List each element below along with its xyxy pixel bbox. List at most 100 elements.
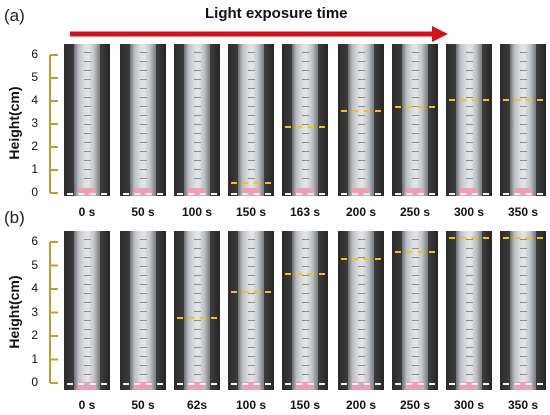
- y-tick-label: 3: [31, 304, 38, 319]
- foam-height-marker: [503, 237, 543, 240]
- tube-bottom-cap: [133, 188, 153, 196]
- tube-photo: [282, 44, 328, 196]
- foam-height-marker: [177, 317, 217, 320]
- tube-graduation-marks: [140, 52, 147, 186]
- y-tick-label: 4: [31, 281, 38, 295]
- test-tube: [130, 231, 156, 390]
- zero-baseline: [449, 383, 489, 385]
- time-label: 100 s: [235, 398, 267, 412]
- tube-graduation-marks: [412, 239, 419, 380]
- zero-baseline: [231, 383, 271, 385]
- tube-photo: [338, 44, 384, 196]
- y-tick-label: 4: [31, 93, 38, 107]
- tube-photo: [228, 44, 274, 196]
- zero-baseline: [285, 383, 325, 385]
- zero-baseline: [503, 383, 543, 385]
- zero-baseline: [67, 383, 107, 385]
- foam-height-marker: [285, 126, 325, 129]
- tube-graduation-marks: [194, 239, 201, 380]
- y-tick-label: 5: [31, 70, 38, 84]
- test-tube: [456, 44, 482, 196]
- test-tube: [348, 44, 374, 196]
- time-label: 0 s: [78, 398, 96, 412]
- tube-photo: [174, 231, 220, 390]
- zero-baseline: [285, 193, 325, 195]
- tube-graduation-marks: [302, 239, 309, 380]
- tube-photo: [500, 44, 546, 196]
- foam-height-marker: [341, 110, 381, 113]
- y-tick-label: 3: [31, 116, 38, 130]
- tube-bottom-cap: [241, 188, 261, 196]
- tube-graduation-marks: [520, 239, 527, 380]
- zero-baseline: [67, 193, 107, 195]
- exposure-time-title: Light exposure time: [205, 5, 348, 22]
- tube-photo: [174, 44, 220, 196]
- test-tube: [348, 231, 374, 390]
- tube-bottom-cap: [241, 382, 261, 390]
- tube-graduation-marks: [84, 52, 91, 186]
- tube-photo: [446, 44, 492, 196]
- foam-height-marker: [231, 181, 271, 184]
- tube-graduation-marks: [194, 52, 201, 186]
- tube-bottom-cap: [295, 382, 315, 390]
- zero-baseline: [177, 383, 217, 385]
- zero-baseline: [341, 193, 381, 195]
- tube-photo: [64, 44, 110, 196]
- zero-baseline: [123, 383, 163, 385]
- zero-baseline: [395, 193, 435, 195]
- tube-graduation-marks: [248, 239, 255, 380]
- y-tick-label: 1: [31, 351, 38, 366]
- time-label: 200 s: [345, 398, 377, 412]
- y-tick-label: 6: [31, 47, 38, 61]
- y-tick-label: 2: [31, 328, 38, 342]
- tube-bottom-cap: [295, 188, 315, 196]
- tube-photo: [338, 231, 384, 390]
- tube-graduation-marks: [358, 239, 365, 380]
- y-tick-label: 0: [31, 375, 38, 389]
- tube-bottom-cap: [351, 382, 371, 390]
- tube-graduation-marks: [412, 52, 419, 186]
- time-label: 62s: [186, 398, 208, 412]
- test-tube: [292, 231, 318, 390]
- tube-bottom-cap: [405, 382, 425, 390]
- time-label: 150 s: [235, 205, 267, 219]
- tube-graduation-marks: [302, 52, 309, 186]
- tube-bottom-cap: [351, 188, 371, 196]
- foam-height-marker: [395, 105, 435, 108]
- tube-bottom-cap: [513, 382, 533, 390]
- test-tube: [238, 44, 264, 196]
- test-tube: [74, 44, 100, 196]
- y-tick-label: 6: [31, 234, 38, 248]
- zero-baseline: [341, 383, 381, 385]
- tube-graduation-marks: [520, 52, 527, 186]
- test-tube: [510, 231, 536, 390]
- tube-photo: [500, 231, 546, 390]
- time-label: 163 s: [289, 205, 321, 219]
- y-axis: [49, 241, 58, 384]
- test-tube: [130, 44, 156, 196]
- tube-bottom-cap: [405, 188, 425, 196]
- time-label: 100 s: [181, 205, 213, 219]
- test-tube: [238, 231, 264, 390]
- tube-bottom-cap: [459, 382, 479, 390]
- tube-bottom-cap: [187, 382, 207, 390]
- time-label: 300 s: [453, 398, 485, 412]
- tube-photo: [392, 231, 438, 390]
- test-tube: [184, 44, 210, 196]
- tube-graduation-marks: [358, 52, 365, 186]
- time-label: 200 s: [345, 205, 377, 219]
- tube-graduation-marks: [466, 239, 473, 380]
- time-label: 0 s: [78, 205, 96, 219]
- zero-baseline: [503, 193, 543, 195]
- tube-photo: [64, 231, 110, 390]
- tube-bottom-cap: [133, 382, 153, 390]
- time-label: 50 s: [131, 398, 155, 412]
- zero-baseline: [177, 193, 217, 195]
- foam-height-marker: [231, 291, 271, 294]
- y-tick-label: 5: [31, 257, 38, 272]
- foam-height-marker: [503, 98, 543, 101]
- zero-baseline: [449, 193, 489, 195]
- tube-bottom-cap: [77, 382, 97, 390]
- panel-label: (b): [4, 208, 25, 227]
- test-tube: [74, 231, 100, 390]
